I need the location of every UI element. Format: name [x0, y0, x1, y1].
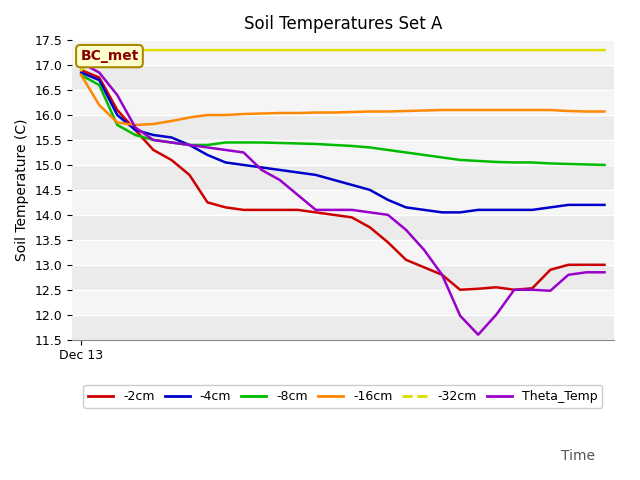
Bar: [72, 40, 614, 65]
Bar: [72, 65, 614, 90]
Bar: [72, 115, 614, 140]
Y-axis label: Soil Temperature (C): Soil Temperature (C): [15, 119, 29, 261]
Title: Soil Temperatures Set A: Soil Temperatures Set A: [244, 15, 442, 33]
Bar: [72, 265, 614, 290]
Bar: [72, 315, 614, 340]
Text: BC_met: BC_met: [80, 49, 139, 63]
Bar: [72, 190, 614, 215]
Bar: [72, 165, 614, 190]
Bar: [72, 290, 614, 315]
Bar: [72, 215, 614, 240]
Legend: -2cm, -4cm, -8cm, -16cm, -32cm, Theta_Temp: -2cm, -4cm, -8cm, -16cm, -32cm, Theta_Te…: [83, 385, 602, 408]
Text: Time: Time: [561, 449, 595, 463]
Bar: [72, 90, 614, 115]
Bar: [72, 240, 614, 265]
Bar: [72, 140, 614, 165]
